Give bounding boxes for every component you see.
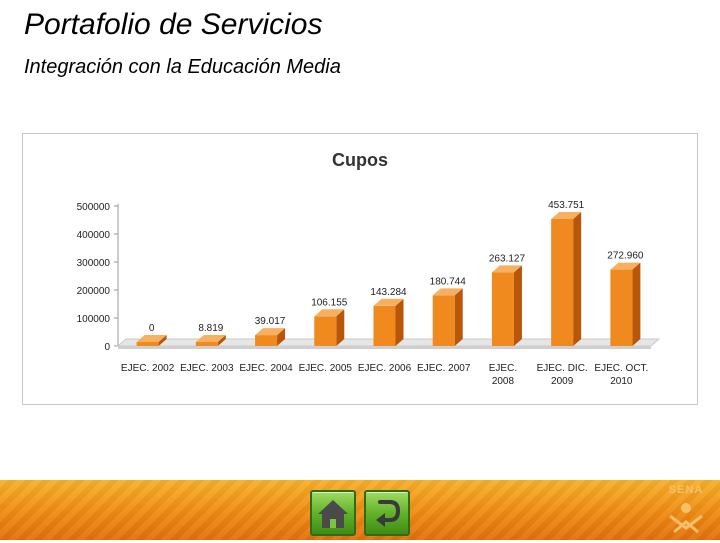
bar — [491, 272, 514, 346]
bar — [551, 218, 574, 346]
slide-subtitle: Integración con la Educación Media — [24, 56, 341, 78]
y-tick-label: 0 — [104, 342, 110, 353]
bar-top — [551, 211, 582, 219]
return-arrow-icon — [376, 500, 401, 527]
chart-title: Cupos — [332, 150, 388, 170]
x-tick-label: 2008 — [492, 376, 515, 387]
bar-top — [491, 265, 522, 273]
bar-top — [255, 328, 286, 336]
bar — [195, 342, 218, 346]
x-tick-label: EJEC. 2002 — [121, 363, 175, 374]
y-tick-label: 400000 — [77, 230, 111, 241]
bar-top — [373, 298, 404, 306]
x-tick-label: EJEC. 2005 — [299, 363, 353, 374]
y-tick-label: 200000 — [77, 286, 111, 297]
data-label: 143.284 — [370, 287, 407, 298]
data-label: 8.819 — [198, 323, 223, 334]
bar-side — [158, 335, 167, 346]
chart-floor-edge — [118, 346, 651, 349]
x-tick-label: EJEC. 2007 — [417, 363, 471, 374]
bar-side — [395, 298, 404, 346]
home-icon — [318, 500, 348, 528]
y-tick-label: 500000 — [77, 202, 111, 213]
sena-logo-text: SENA — [668, 484, 704, 496]
bar-top — [432, 288, 463, 296]
cupos-bar-chart: Cupos 0 100000 200000 300000 400000 500000 0 EJE… — [77, 150, 661, 387]
bar-top — [136, 335, 167, 342]
return-button[interactable] — [364, 490, 410, 536]
x-tick-label: 2010 — [610, 376, 633, 387]
bar-top — [314, 309, 345, 317]
y-tick-label: 300000 — [77, 258, 111, 269]
bar — [314, 316, 337, 346]
bar-side — [277, 328, 286, 346]
bar — [136, 342, 159, 346]
bar-side — [217, 335, 226, 346]
x-tick-label: EJEC. 2006 — [358, 363, 412, 374]
x-tick-label: EJEC. 2003 — [180, 363, 234, 374]
data-label: 263.127 — [489, 253, 526, 264]
bar-side — [513, 265, 522, 346]
x-tick-label: EJEC. — [489, 363, 517, 374]
y-tick-label: 100000 — [77, 314, 111, 325]
bar-top — [610, 262, 641, 270]
bar — [255, 335, 278, 346]
bar-side — [632, 262, 641, 346]
data-label: 39.017 — [255, 316, 286, 327]
slide-title: Portafolio de Servicios — [24, 8, 323, 41]
data-label: 272.960 — [607, 251, 644, 262]
bar-side — [573, 211, 582, 346]
bar-top — [195, 335, 226, 342]
bar — [432, 295, 455, 346]
x-tick-label: EJEC. OCT. — [594, 363, 648, 374]
home-button[interactable] — [310, 490, 356, 536]
x-tick-label: EJEC. DIC. — [537, 363, 588, 374]
sena-logo — [656, 484, 716, 538]
chart-frame: Cupos 0 100000 200000 300000 400000 500000 0 EJE… — [22, 133, 698, 405]
bar-side — [454, 288, 463, 346]
data-label: 453.751 — [548, 200, 585, 211]
bar — [373, 305, 396, 346]
x-tick-label: EJEC. 2004 — [239, 363, 293, 374]
data-label: 106.155 — [311, 297, 348, 308]
data-label: 0 — [149, 323, 155, 334]
x-tick-label: 2009 — [551, 376, 574, 387]
bar — [610, 269, 633, 346]
footer-bar — [0, 480, 720, 540]
bar-side — [336, 309, 345, 346]
data-label: 180.744 — [430, 276, 467, 287]
